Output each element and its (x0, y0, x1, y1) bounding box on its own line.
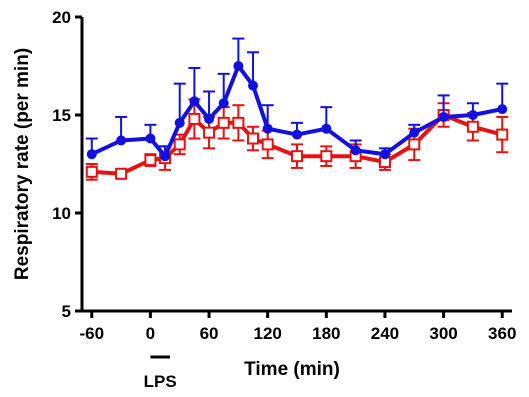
y-ticks: 5 10 15 20 (52, 8, 82, 321)
data-point (204, 113, 215, 124)
x-tick-label: 240 (371, 324, 399, 343)
data-point (232, 116, 245, 129)
data-point (86, 149, 97, 160)
x-tick-label: 0 (146, 324, 155, 343)
data-point (466, 120, 479, 133)
y-axis-title: Respiratory rate (per min) (12, 48, 33, 280)
data-point (262, 123, 273, 134)
data-point (217, 116, 230, 129)
data-point (188, 112, 201, 125)
data-point (261, 138, 274, 151)
data-point (233, 61, 244, 71)
data-point (160, 151, 171, 162)
data-point (438, 111, 449, 122)
x-tick-label: 60 (200, 324, 219, 343)
data-point (291, 150, 303, 163)
x-ticks: -60 0 60 120 180 240 300 360 (79, 311, 516, 343)
x-tick-label: 180 (312, 324, 340, 343)
data-point (173, 138, 186, 151)
data-point (145, 133, 156, 144)
annotation-layer: LPS (144, 355, 177, 391)
y-tick-label: 5 (62, 302, 71, 321)
series-filled-circle (85, 37, 509, 162)
data-point (144, 154, 157, 167)
data-point (496, 128, 509, 141)
x-tick-label: 360 (488, 324, 516, 343)
y-tick-label: 20 (52, 8, 71, 27)
x-tick-label: 300 (429, 324, 457, 343)
data-point (174, 117, 185, 128)
data-point (203, 126, 216, 139)
data-point (189, 96, 200, 107)
x-tick-label: 120 (253, 324, 281, 343)
data-point (116, 135, 127, 146)
axes: 5 10 15 20 -60 0 60 120 180 240 300 360 (52, 8, 516, 343)
data-point (321, 123, 332, 134)
x-axis-title: Time (min) (244, 359, 340, 380)
data-point (350, 145, 361, 156)
y-tick-label: 10 (52, 204, 71, 223)
x-tick-label: -60 (79, 324, 104, 343)
data-point (248, 80, 259, 91)
data-point (218, 98, 229, 109)
lps-label: LPS (144, 372, 177, 391)
series-layer (85, 37, 509, 181)
data-point (320, 150, 333, 163)
data-point (85, 165, 98, 178)
data-point (409, 127, 420, 138)
data-point (247, 132, 260, 145)
data-point (379, 149, 390, 160)
data-point (467, 110, 478, 120)
data-point (292, 129, 302, 140)
data-point (115, 167, 128, 180)
data-point (408, 138, 421, 151)
data-point (497, 104, 508, 115)
y-tick-label: 15 (52, 106, 71, 125)
